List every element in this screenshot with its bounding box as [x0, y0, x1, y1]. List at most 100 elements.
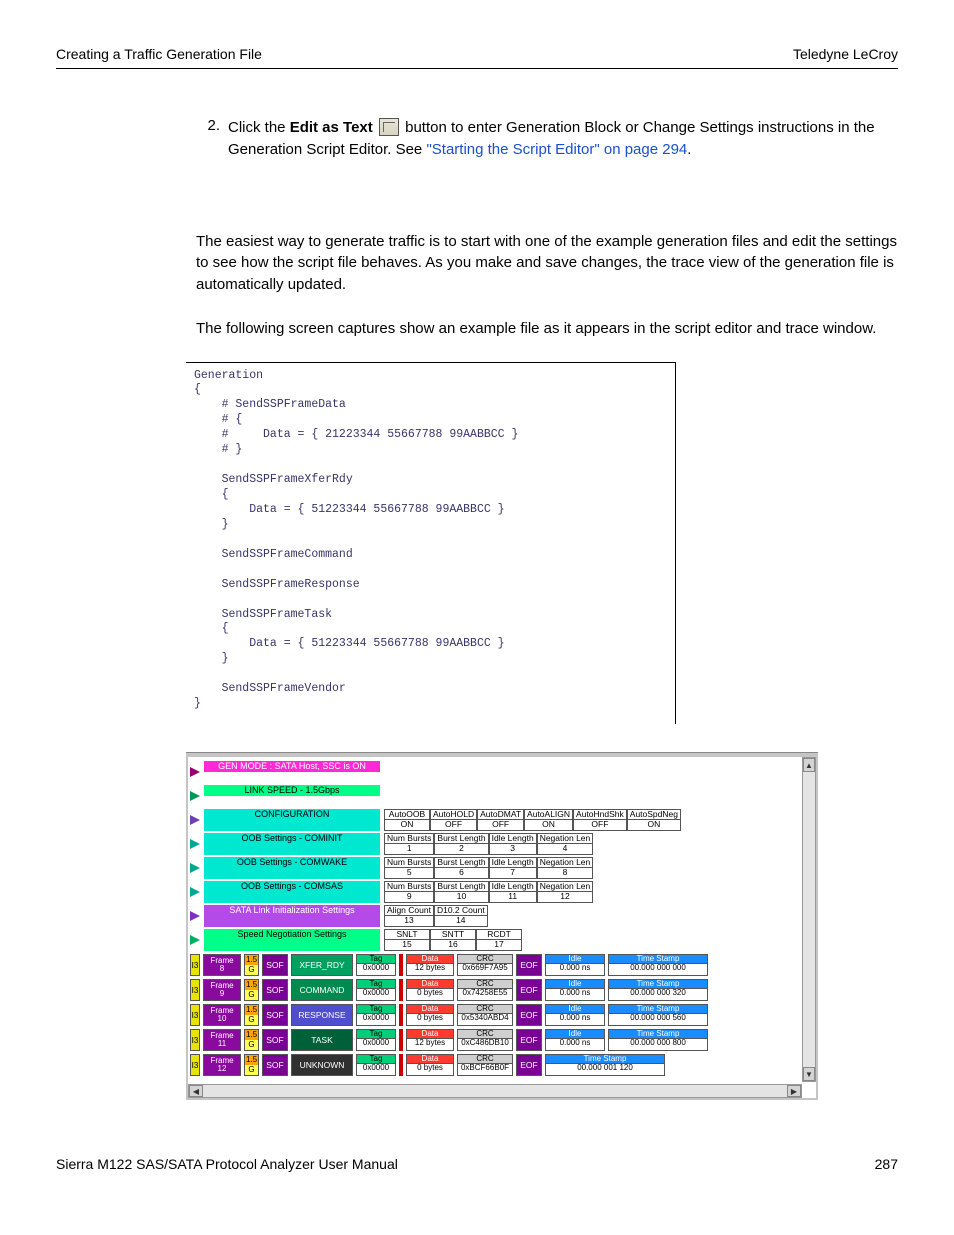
data-cell: Data0 bytes	[406, 1004, 454, 1026]
config-row: CONFIGURATIONAutoOOBONAutoHOLDOFFAutoDMA…	[190, 809, 800, 831]
script-editor-screenshot: Generation { # SendSSPFrameData # { # Da…	[186, 362, 676, 725]
config-cell: Negation Len8	[537, 857, 594, 879]
frame-type: COMMAND	[291, 979, 353, 1001]
sof-cell: SOF	[262, 1054, 288, 1076]
config-label: OOB Settings - COMINIT	[204, 833, 380, 855]
config-cell: SNTT16	[430, 929, 476, 951]
footer-right: 287	[875, 1156, 898, 1172]
header-left: Creating a Traffic Generation File	[56, 46, 262, 62]
data-cell: Data12 bytes	[406, 954, 454, 976]
config-cell: Burst Length6	[434, 857, 488, 879]
crc-cell: CRC0x5340ABD4	[457, 1004, 513, 1026]
idle-cell: Idle0.000 ns	[545, 1029, 605, 1051]
config-cell: SNLT15	[384, 929, 430, 951]
eof-cell: EOF	[516, 1029, 542, 1051]
expand-triangle-icon[interactable]	[190, 791, 200, 801]
frame-index: I3	[190, 1029, 200, 1051]
config-cell: Idle Length11	[489, 881, 537, 903]
idle-cell: Idle0.000 ns	[545, 979, 605, 1001]
scroll-right-icon[interactable]: ▶	[787, 1085, 801, 1097]
speed-cell: 1.5G	[244, 1004, 259, 1026]
footer-left: Sierra M122 SAS/SATA Protocol Analyzer U…	[56, 1156, 398, 1172]
crc-cell: CRC0xC486DB10	[457, 1029, 513, 1051]
page-footer: Sierra M122 SAS/SATA Protocol Analyzer U…	[56, 1156, 898, 1172]
speed-cell: 1.5G	[244, 1054, 259, 1076]
sof-cell: SOF	[262, 1029, 288, 1051]
expand-triangle-icon[interactable]	[190, 839, 200, 849]
config-label: OOB Settings - COMWAKE	[204, 857, 380, 879]
page-header: Creating a Traffic Generation File Teled…	[56, 46, 898, 69]
frame-label: Frame9	[203, 979, 241, 1001]
header-right: Teledyne LeCroy	[793, 46, 898, 62]
config-cell: Burst Length2	[434, 833, 488, 855]
expand-triangle-icon[interactable]	[190, 863, 200, 873]
config-label: GEN MODE : SATA Host, SSC is ON	[204, 761, 380, 772]
config-cell: Negation Len12	[537, 881, 594, 903]
scroll-left-icon[interactable]: ◀	[189, 1085, 203, 1097]
tag-cell: Tag0x0000	[356, 1029, 396, 1051]
config-cell: Num Bursts1	[384, 833, 434, 855]
frame-row: I3Frame111.5GSOFTASKTag0x0000Data12 byte…	[190, 1029, 800, 1051]
config-cell: AutoHndShkOFF	[573, 809, 627, 831]
tag-cell: Tag0x0000	[356, 1004, 396, 1026]
frame-type: UNKNOWN	[291, 1054, 353, 1076]
config-label: Speed Negotiation Settings	[204, 929, 380, 951]
sof-cell: SOF	[262, 979, 288, 1001]
timestamp-cell: Time Stamp00.000 000 320	[608, 979, 708, 1001]
idle-cell: Idle0.000 ns	[545, 1004, 605, 1026]
expand-triangle-icon[interactable]	[190, 911, 200, 921]
sof-cell: SOF	[262, 1004, 288, 1026]
frame-row: I3Frame101.5GSOFRESPONSETag0x0000Data0 b…	[190, 1004, 800, 1026]
speed-cell: 1.5G	[244, 1029, 259, 1051]
config-cell: Burst Length10	[434, 881, 488, 903]
frame-row: I3Frame91.5GSOFCOMMANDTag0x0000Data0 byt…	[190, 979, 800, 1001]
scroll-up-icon[interactable]: ▲	[803, 758, 815, 772]
tag-cell: Tag0x0000	[356, 954, 396, 976]
config-row: GEN MODE : SATA Host, SSC is ON	[190, 761, 800, 783]
data-cell: Data0 bytes	[406, 979, 454, 1001]
config-cell: D10.2 Count14	[434, 905, 488, 927]
link-script-editor[interactable]: "Starting the Script Editor" on page 294	[426, 141, 687, 158]
frame-label: Frame10	[203, 1004, 241, 1026]
config-cell: AutoOOBON	[384, 809, 430, 831]
frame-type: TASK	[291, 1029, 353, 1051]
eof-cell: EOF	[516, 1004, 542, 1026]
crc-cell: CRC0xBCF66B0F	[457, 1054, 513, 1076]
config-cell: AutoSpdNegON	[627, 809, 681, 831]
idle-cell: Idle0.000 ns	[545, 954, 605, 976]
config-row: LINK SPEED - 1.5Gbps	[190, 785, 800, 807]
horizontal-scrollbar[interactable]: ◀ ▶	[188, 1084, 802, 1098]
eof-cell: EOF	[516, 1054, 542, 1076]
frame-index: I3	[190, 979, 200, 1001]
frame-label: Frame8	[203, 954, 241, 976]
config-row: SATA Link Initialization SettingsAlign C…	[190, 905, 800, 927]
step-2: 2. Click the Edit as Text button to ente…	[196, 117, 898, 161]
frame-index: I3	[190, 954, 200, 976]
expand-triangle-icon[interactable]	[190, 887, 200, 897]
paragraph-2: The following screen captures show an ex…	[196, 318, 898, 340]
config-cell: Num Bursts5	[384, 857, 434, 879]
data-cell: Data0 bytes	[406, 1054, 454, 1076]
config-cell: AutoALIGNON	[524, 809, 573, 831]
config-cell: Align Count13	[384, 905, 434, 927]
step-number: 2.	[196, 117, 220, 161]
frame-row: I3Frame81.5GSOFXFER_RDYTag0x0000Data12 b…	[190, 954, 800, 976]
config-row: OOB Settings - COMWAKENum Bursts5Burst L…	[190, 857, 800, 879]
config-row: OOB Settings - COMSASNum Bursts9Burst Le…	[190, 881, 800, 903]
tag-cell: Tag0x0000	[356, 979, 396, 1001]
expand-triangle-icon[interactable]	[190, 935, 200, 945]
expand-triangle-icon[interactable]	[190, 815, 200, 825]
timestamp-cell: Time Stamp00.000 001 120	[545, 1054, 665, 1076]
config-cell: Idle Length3	[489, 833, 537, 855]
config-cell: Num Bursts9	[384, 881, 434, 903]
config-label: CONFIGURATION	[204, 809, 380, 831]
frame-type: XFER_RDY	[291, 954, 353, 976]
vertical-scrollbar[interactable]: ▲ ▼	[802, 757, 816, 1082]
frame-row: I3Frame121.5GSOFUNKNOWNTag0x0000Data0 by…	[190, 1054, 800, 1076]
edit-as-text-icon	[379, 118, 399, 136]
frame-index: I3	[190, 1054, 200, 1076]
config-label: LINK SPEED - 1.5Gbps	[204, 785, 380, 796]
expand-triangle-icon[interactable]	[190, 767, 200, 777]
crc-cell: CRC0x669F7A95	[457, 954, 513, 976]
scroll-down-icon[interactable]: ▼	[803, 1067, 815, 1081]
